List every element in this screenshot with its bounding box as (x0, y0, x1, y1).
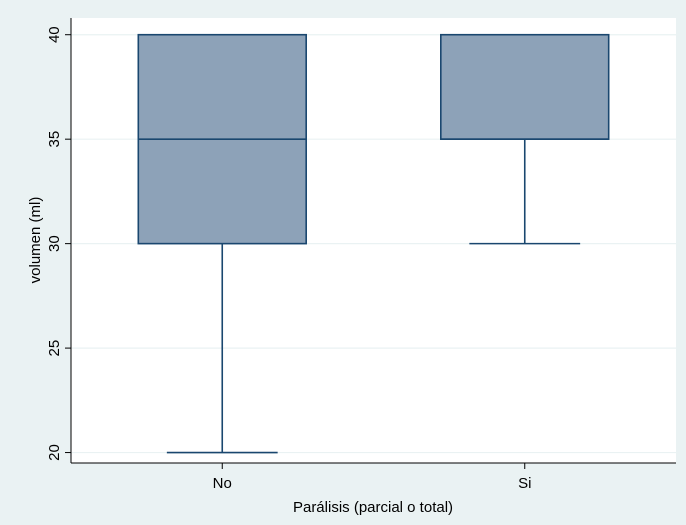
x-tick-label: No (213, 475, 232, 492)
y-tick-label: 20 (46, 444, 63, 461)
y-tick-label: 30 (46, 235, 63, 252)
x-tick-label: Si (518, 475, 531, 492)
x-axis-title: Parálisis (parcial o total) (293, 499, 453, 516)
axes: 20 25 30 35 40 No Si (46, 18, 676, 492)
y-tick-label: 25 (46, 340, 63, 357)
y-axis-title: volumen (ml) (27, 197, 44, 284)
boxes (137, 33, 610, 454)
y-tick-label: 35 (46, 131, 63, 148)
box-Si (440, 33, 610, 140)
y-tick-label: 40 (46, 26, 63, 43)
